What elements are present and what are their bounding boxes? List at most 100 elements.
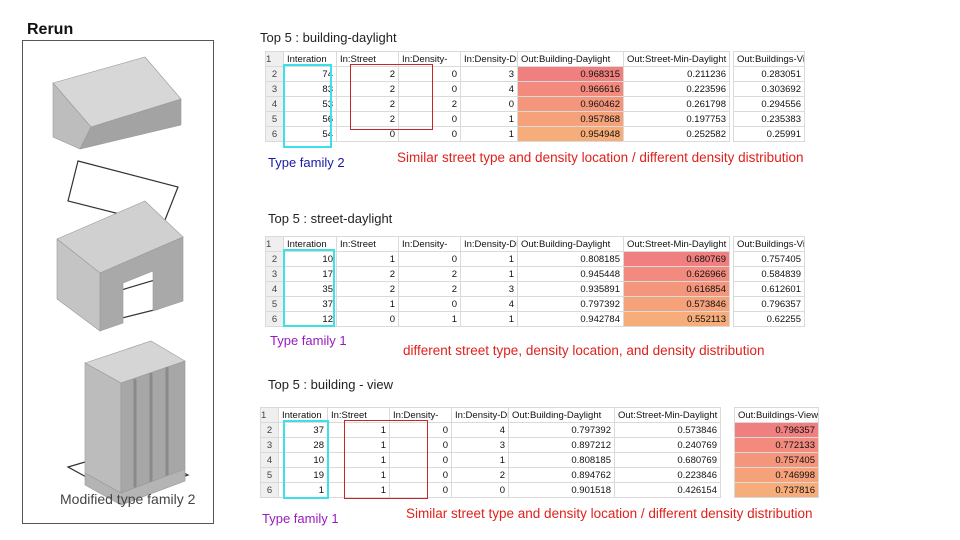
column-gap (729, 311, 734, 327)
section-1-note: Similar street type and density location… (397, 150, 804, 165)
table-cell: 2 (336, 96, 399, 112)
table-cell: 0.283051 (733, 66, 805, 82)
column-header: In:Density-Distribut (460, 236, 518, 252)
section-3-note: Similar street type and density location… (406, 506, 813, 521)
table-cell: 0.197753 (623, 111, 730, 127)
table-cell: 0 (389, 482, 452, 498)
table-cell: 0.757405 (733, 251, 805, 267)
section-2-note: different street type, density location,… (403, 343, 765, 358)
table-cell: 0.223846 (614, 467, 721, 483)
column-gap (720, 407, 735, 423)
table-cell: 0.252582 (623, 126, 730, 142)
highlighted-cell: 0.680769 (623, 251, 730, 267)
table-cell: 2 (398, 266, 461, 282)
column-gap (729, 111, 734, 127)
table-cell: 0 (336, 311, 399, 327)
table-cell: 1 (336, 251, 399, 267)
table-row: 4 10 1 0 1 0.808185 0.680769 0.757405 (260, 452, 819, 468)
table-cell: 0.573846 (614, 422, 721, 438)
table-cell: 0.942784 (517, 311, 624, 327)
column-header: In:Street (327, 407, 390, 423)
table-cell: 0.796357 (733, 296, 805, 312)
row-number: 3 (265, 81, 284, 97)
table-cell: 2 (336, 266, 399, 282)
row-number: 6 (265, 126, 284, 142)
table-cell: 3 (460, 66, 518, 82)
table-cell: 0 (398, 296, 461, 312)
column-header: In:Density-Distribut (460, 51, 518, 67)
table-cell: 0 (398, 111, 461, 127)
table-cell: 0.584839 (733, 266, 805, 282)
table-cell: 1 (327, 452, 390, 468)
table-cell: 2 (336, 111, 399, 127)
section-1-table: 1 Interation In:Street In:Density- In:Densit… (265, 51, 805, 142)
column-gap (729, 51, 734, 67)
table-cell: 0 (460, 96, 518, 112)
highlighted-cell: 0.746998 (734, 467, 819, 483)
table-cell: 12 (283, 311, 337, 327)
highlighted-cell: 0.757405 (734, 452, 819, 468)
column-gap (720, 437, 735, 453)
row-number: 4 (260, 452, 279, 468)
table-cell: 1 (327, 482, 390, 498)
highlighted-cell: 0.796357 (734, 422, 819, 438)
row-number: 2 (260, 422, 279, 438)
table-row: 6 1 1 0 0 0.901518 0.426154 0.737816 (260, 482, 819, 498)
row-number: 4 (265, 281, 284, 297)
column-header: In:Density- (398, 236, 461, 252)
column-header: In:Street (336, 51, 399, 67)
highlighted-cell: 0.616854 (623, 281, 730, 297)
table-row: 4 53 2 2 0 0.960462 0.261798 0.294556 (265, 96, 805, 112)
column-gap (729, 96, 734, 112)
column-header: Out:Street-Min-Daylight (623, 51, 730, 67)
column-header: Out:Buildings-Views (734, 407, 819, 423)
table-row: 3 28 1 0 3 0.897212 0.240769 0.772133 (260, 437, 819, 453)
table-cell: 2 (336, 66, 399, 82)
table-cell: 1 (327, 422, 390, 438)
row-number: 3 (260, 437, 279, 453)
table-cell: 56 (283, 111, 337, 127)
highlighted-cell: 0.960462 (517, 96, 624, 112)
column-gap (720, 482, 735, 498)
table-cell: 0.303692 (733, 81, 805, 97)
table-cell: 0.25991 (733, 126, 805, 142)
table-cell: 2 (451, 467, 509, 483)
row-number: 1 (260, 407, 279, 423)
table-cell: 19 (278, 467, 328, 483)
table-row: 5 19 1 0 2 0.894762 0.223846 0.746998 (260, 467, 819, 483)
column-header: Out:Building-Daylight (517, 236, 624, 252)
table-cell: 0.612601 (733, 281, 805, 297)
column-gap (729, 296, 734, 312)
table-cell: 0.223596 (623, 81, 730, 97)
row-number: 6 (265, 311, 284, 327)
table-row: 6 54 0 0 1 0.954948 0.252582 0.25991 (265, 126, 805, 142)
row-number: 5 (265, 111, 284, 127)
table-cell: 3 (451, 437, 509, 453)
column-header: Out:Buildings-Views (733, 236, 805, 252)
table-cell: 0 (389, 422, 452, 438)
table-row: 2 74 2 0 3 0.968315 0.211236 0.283051 (265, 66, 805, 82)
table-cell: 0.211236 (623, 66, 730, 82)
massing-model-1 (52, 56, 182, 226)
section-1-title: Top 5 : building-daylight (260, 30, 397, 45)
row-number: 1 (265, 236, 284, 252)
highlighted-cell: 0.552113 (623, 311, 730, 327)
highlighted-cell: 0.968315 (517, 66, 624, 82)
table-cell: 0 (398, 66, 461, 82)
table-cell: 10 (283, 251, 337, 267)
table-cell: 0.935891 (517, 281, 624, 297)
column-header: Interation (283, 51, 337, 67)
table-cell: 83 (283, 81, 337, 97)
row-number: 5 (260, 467, 279, 483)
rerun-title: Rerun (27, 21, 74, 38)
massing-model-2 (56, 200, 184, 332)
table-header-row: 1 Interation In:Street In:Density- In:Densit… (265, 236, 805, 252)
section-3-table: 1 Interation In:Street In:Density- In:Densit… (260, 407, 819, 498)
highlighted-cell: 0.772133 (734, 437, 819, 453)
column-gap (729, 66, 734, 82)
table-cell: 35 (283, 281, 337, 297)
table-cell: 0.808185 (508, 452, 615, 468)
table-row: 6 12 0 1 1 0.942784 0.552113 0.62255 (265, 311, 805, 327)
table-cell: 0.680769 (614, 452, 721, 468)
column-header: Out:Building-Daylight (508, 407, 615, 423)
